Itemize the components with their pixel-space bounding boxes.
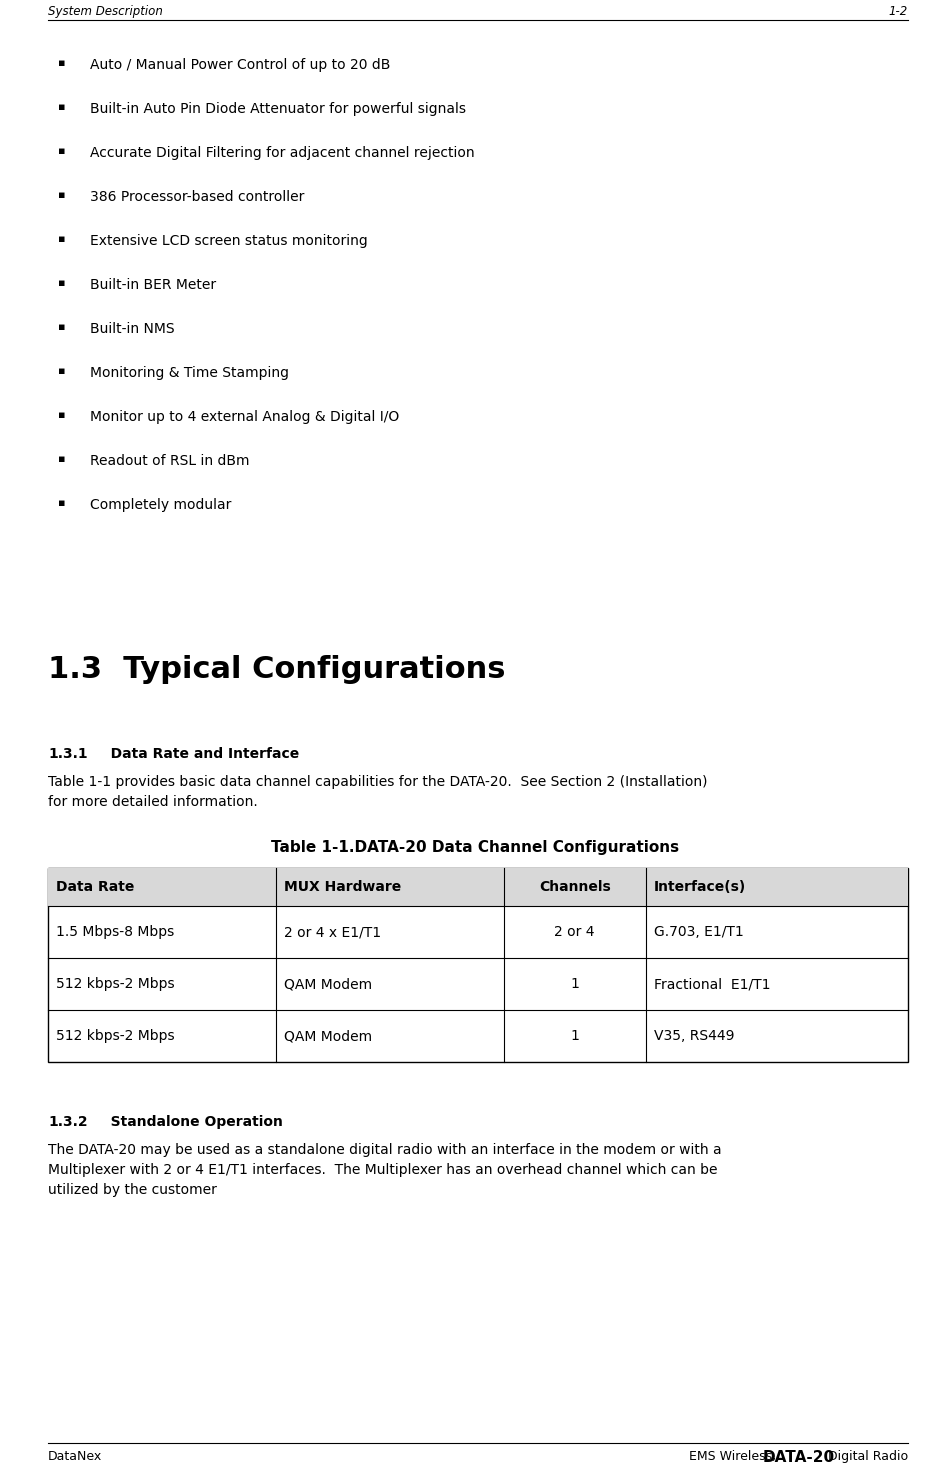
Bar bbox=[48, 867, 908, 906]
Text: ▪: ▪ bbox=[58, 454, 66, 465]
Text: V35, RS449: V35, RS449 bbox=[653, 1029, 734, 1044]
Text: Data Rate: Data Rate bbox=[56, 881, 134, 894]
Text: for more detailed information.: for more detailed information. bbox=[48, 795, 258, 809]
Text: Data Rate and Interface: Data Rate and Interface bbox=[96, 747, 300, 761]
Text: Standalone Operation: Standalone Operation bbox=[96, 1116, 282, 1129]
Text: Built-in Auto Pin Diode Attenuator for powerful signals: Built-in Auto Pin Diode Attenuator for p… bbox=[90, 101, 466, 116]
Text: Auto / Manual Power Control of up to 20 dB: Auto / Manual Power Control of up to 20 … bbox=[90, 57, 390, 72]
Text: Accurate Digital Filtering for adjacent channel rejection: Accurate Digital Filtering for adjacent … bbox=[90, 146, 475, 160]
Text: Built-in NMS: Built-in NMS bbox=[90, 322, 175, 337]
Text: The DATA-20 may be used as a standalone digital radio with an interface in the m: The DATA-20 may be used as a standalone … bbox=[48, 1144, 722, 1157]
Text: ▪: ▪ bbox=[58, 498, 66, 509]
Text: 1.5 Mbps-8 Mbps: 1.5 Mbps-8 Mbps bbox=[56, 925, 174, 939]
Text: 386 Processor-based controller: 386 Processor-based controller bbox=[90, 190, 304, 204]
Text: 1.3  Typical Configurations: 1.3 Typical Configurations bbox=[48, 656, 506, 684]
Text: 2 or 4: 2 or 4 bbox=[554, 925, 595, 939]
Bar bbox=[48, 867, 908, 1061]
Text: System Description: System Description bbox=[48, 4, 163, 18]
Text: MUX Hardware: MUX Hardware bbox=[284, 881, 401, 894]
Text: ▪: ▪ bbox=[58, 146, 66, 156]
Text: Fractional  E1/T1: Fractional E1/T1 bbox=[653, 978, 770, 991]
Text: ▪: ▪ bbox=[58, 234, 66, 244]
Text: 1: 1 bbox=[571, 978, 579, 991]
Text: QAM Modem: QAM Modem bbox=[284, 978, 372, 991]
Text: 1: 1 bbox=[571, 1029, 579, 1044]
Text: Table 1-1 provides basic data channel capabilities for the DATA-20.  See Section: Table 1-1 provides basic data channel ca… bbox=[48, 775, 708, 789]
Text: ▪: ▪ bbox=[58, 57, 66, 68]
Text: Digital Radio: Digital Radio bbox=[824, 1449, 908, 1463]
Text: 1-2: 1-2 bbox=[889, 4, 908, 18]
Text: Extensive LCD screen status monitoring: Extensive LCD screen status monitoring bbox=[90, 234, 368, 248]
Text: EMS Wireless,: EMS Wireless, bbox=[689, 1449, 780, 1463]
Text: utilized by the customer: utilized by the customer bbox=[48, 1183, 217, 1197]
Text: QAM Modem: QAM Modem bbox=[284, 1029, 372, 1044]
Text: 1.3.2: 1.3.2 bbox=[48, 1116, 87, 1129]
Text: Table 1-1.DATA-20 Data Channel Configurations: Table 1-1.DATA-20 Data Channel Configura… bbox=[271, 839, 680, 856]
Text: Channels: Channels bbox=[539, 881, 611, 894]
Text: ▪: ▪ bbox=[58, 366, 66, 376]
Text: G.703, E1/T1: G.703, E1/T1 bbox=[653, 925, 744, 939]
Text: DataNex: DataNex bbox=[48, 1449, 103, 1463]
Text: ▪: ▪ bbox=[58, 278, 66, 288]
Text: Monitor up to 4 external Analog & Digital I/O: Monitor up to 4 external Analog & Digita… bbox=[90, 410, 399, 423]
Text: ▪: ▪ bbox=[58, 410, 66, 420]
Text: Built-in BER Meter: Built-in BER Meter bbox=[90, 278, 216, 293]
Text: 512 kbps-2 Mbps: 512 kbps-2 Mbps bbox=[56, 978, 175, 991]
Text: Interface(s): Interface(s) bbox=[653, 881, 746, 894]
Text: 2 or 4 x E1/T1: 2 or 4 x E1/T1 bbox=[284, 925, 381, 939]
Text: ▪: ▪ bbox=[58, 190, 66, 200]
Text: Completely modular: Completely modular bbox=[90, 498, 231, 512]
Text: Monitoring & Time Stamping: Monitoring & Time Stamping bbox=[90, 366, 289, 381]
Text: 512 kbps-2 Mbps: 512 kbps-2 Mbps bbox=[56, 1029, 175, 1044]
Text: ▪: ▪ bbox=[58, 101, 66, 112]
Text: ▪: ▪ bbox=[58, 322, 66, 332]
Text: 1.3.1: 1.3.1 bbox=[48, 747, 87, 761]
Text: DATA-20: DATA-20 bbox=[763, 1449, 835, 1466]
Text: Readout of RSL in dBm: Readout of RSL in dBm bbox=[90, 454, 249, 467]
Text: Multiplexer with 2 or 4 E1/T1 interfaces.  The Multiplexer has an overhead chann: Multiplexer with 2 or 4 E1/T1 interfaces… bbox=[48, 1163, 717, 1177]
